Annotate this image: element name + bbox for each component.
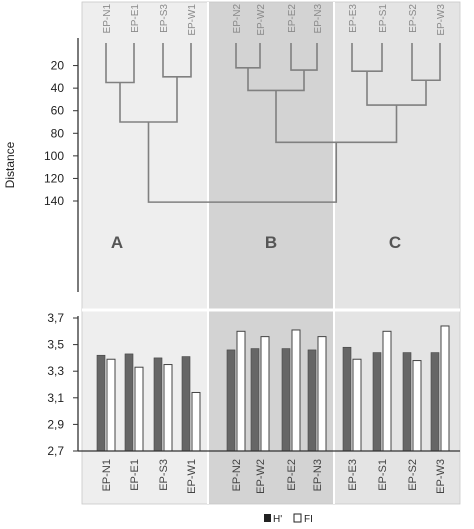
bar-y-tick-label: 2,7 bbox=[47, 444, 64, 458]
dendrogram-y-tick-label: 120 bbox=[44, 171, 64, 185]
dendrogram-y-axis-label: Distance bbox=[3, 141, 17, 188]
bar-category-label: EP-E2 bbox=[286, 459, 298, 491]
bar-h bbox=[342, 346, 352, 452]
dendrogram-leaf-label: EP-E1 bbox=[130, 4, 141, 33]
bar-category-label: EP-N2 bbox=[231, 459, 243, 491]
bar-h bbox=[96, 354, 106, 452]
bar-y-tick-label: 2,9 bbox=[47, 417, 64, 431]
bar-y-tick-label: 3,3 bbox=[47, 364, 64, 378]
bar-h bbox=[372, 352, 382, 452]
bar-fi bbox=[440, 325, 450, 452]
dendrogram-leaf-label: EP-S3 bbox=[159, 4, 170, 33]
bar-fi bbox=[412, 360, 422, 452]
dendrogram-leaf-label: EP-N2 bbox=[232, 4, 243, 34]
legend-swatch-fi bbox=[293, 513, 302, 523]
dendrogram-y-tick-label: 20 bbox=[51, 59, 65, 73]
group-label: A bbox=[111, 233, 123, 252]
bar-category-label: EP-S1 bbox=[377, 459, 389, 491]
dendrogram-y-tick-label: 40 bbox=[51, 81, 65, 95]
bar-h bbox=[181, 356, 191, 452]
bar-y-tick-label: 3,1 bbox=[47, 391, 64, 405]
dendrogram-leaf-label: EP-W3 bbox=[436, 4, 447, 36]
dendrogram-y-tick-label: 140 bbox=[44, 194, 64, 208]
bar-category-label: EP-N1 bbox=[101, 459, 113, 491]
bar-h bbox=[250, 348, 260, 452]
bar-fi bbox=[352, 358, 362, 452]
bar-category-label: EP-W2 bbox=[255, 459, 267, 494]
bar-fi bbox=[291, 329, 301, 452]
bar-fi bbox=[236, 330, 246, 452]
dendrogram-leaf-label: EP-N1 bbox=[102, 4, 113, 34]
dendrogram-leaf-label: EP-N3 bbox=[313, 4, 324, 34]
legend-label-fi: FI bbox=[304, 514, 313, 525]
bar-h bbox=[430, 352, 440, 452]
bar-category-label: EP-W1 bbox=[186, 459, 198, 494]
bar-fi bbox=[382, 330, 392, 452]
group-label: B bbox=[265, 233, 277, 252]
bar-fi bbox=[163, 364, 173, 452]
legend-swatch-h bbox=[264, 514, 271, 522]
bar-fi bbox=[260, 336, 270, 452]
bar-h bbox=[124, 353, 134, 452]
dendrogram-link bbox=[147, 122, 338, 203]
dendrogram-leaf-label: EP-W2 bbox=[256, 4, 267, 36]
bar-category-label: EP-E3 bbox=[347, 459, 359, 491]
dendrogram-leaf-label: EP-S2 bbox=[408, 4, 419, 33]
group-label: C bbox=[389, 233, 401, 252]
bar-category-label: EP-N3 bbox=[312, 459, 324, 491]
bar-y-tick-label: 3,5 bbox=[47, 338, 64, 352]
bar-h bbox=[402, 352, 412, 452]
bar-category-label: EP-W3 bbox=[435, 459, 447, 494]
dendrogram-y-tick-label: 100 bbox=[44, 149, 64, 163]
bar-fi bbox=[191, 391, 201, 452]
dendrogram-leaf-label: EP-E3 bbox=[348, 4, 359, 33]
bar-fi bbox=[106, 358, 116, 452]
bar-y-tick-label: 3,7 bbox=[47, 311, 64, 325]
bar-category-label: EP-E1 bbox=[129, 459, 141, 491]
dendrogram-y-tick-label: 60 bbox=[51, 104, 65, 118]
bar-category-label: EP-S3 bbox=[158, 459, 170, 491]
dendrogram-leaf-label: EP-S1 bbox=[378, 4, 389, 33]
bar-h bbox=[281, 348, 291, 452]
bar-fi bbox=[134, 366, 144, 452]
bar-h bbox=[226, 349, 236, 452]
legend-label-h: H' bbox=[273, 514, 282, 525]
bar-h bbox=[307, 349, 317, 452]
bar-h bbox=[153, 357, 163, 452]
dendrogram-y-tick-label: 80 bbox=[51, 126, 65, 140]
dendrogram-leaf-label: EP-E2 bbox=[287, 4, 298, 33]
bar-category-label: EP-S2 bbox=[407, 459, 419, 491]
dendrogram-leaf-label: EP-W1 bbox=[187, 4, 198, 36]
bar-fi bbox=[317, 336, 327, 452]
